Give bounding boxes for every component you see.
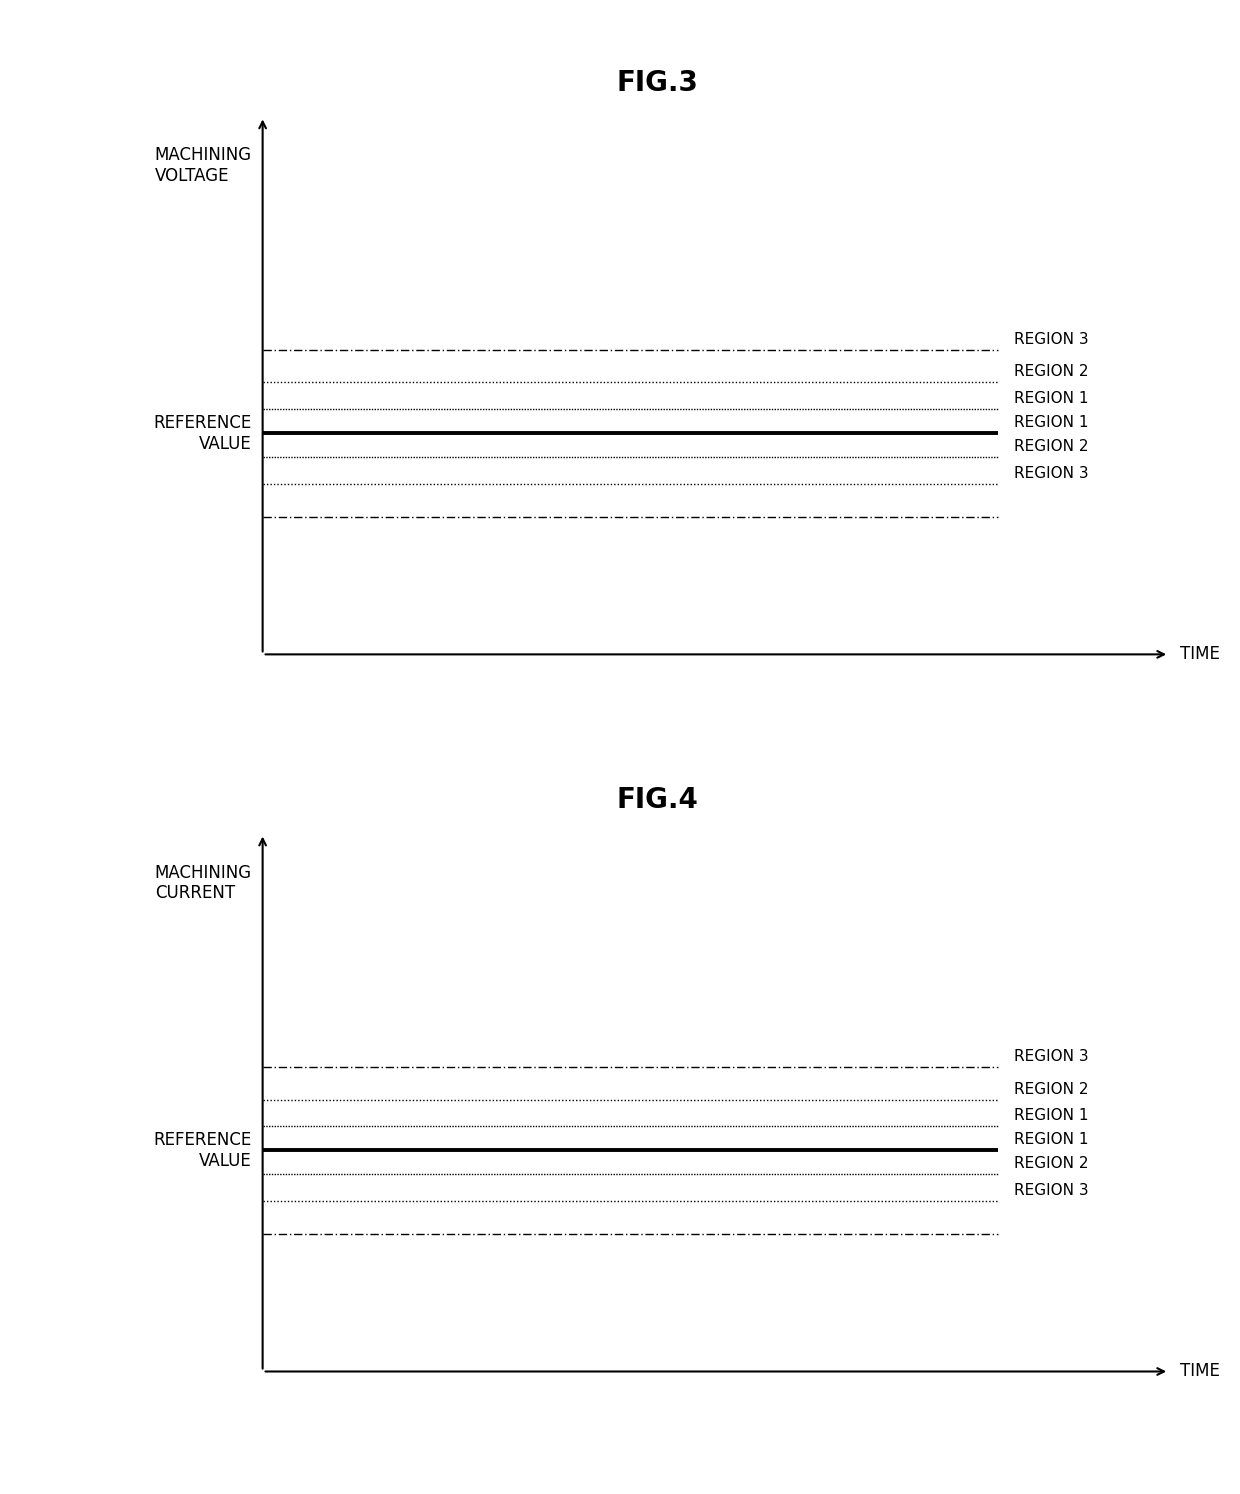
Text: REGION 3: REGION 3 (1014, 466, 1089, 481)
Text: MACHINING
VOLTAGE: MACHINING VOLTAGE (155, 146, 252, 185)
Text: MACHINING
CURRENT: MACHINING CURRENT (155, 864, 252, 902)
Text: TIME: TIME (1179, 1363, 1220, 1380)
Text: REGION 2: REGION 2 (1014, 1082, 1089, 1097)
Text: TIME: TIME (1179, 645, 1220, 663)
Text: REGION 2: REGION 2 (1014, 439, 1089, 454)
Text: REFERENCE
VALUE: REFERENCE VALUE (154, 1131, 252, 1170)
Text: REGION 2: REGION 2 (1014, 365, 1089, 379)
Text: FIG.4: FIG.4 (616, 786, 698, 814)
Text: REFERENCE
VALUE: REFERENCE VALUE (154, 414, 252, 453)
Text: REGION 1: REGION 1 (1014, 391, 1089, 406)
Text: FIG.3: FIG.3 (616, 69, 698, 97)
Text: REGION 1: REGION 1 (1014, 1109, 1089, 1123)
Text: REGION 3: REGION 3 (1014, 1183, 1089, 1198)
Text: REGION 3: REGION 3 (1014, 332, 1089, 347)
Text: REGION 1: REGION 1 (1014, 415, 1089, 430)
Text: REGION 3: REGION 3 (1014, 1049, 1089, 1064)
Text: REGION 1: REGION 1 (1014, 1132, 1089, 1147)
Text: REGION 2: REGION 2 (1014, 1156, 1089, 1171)
